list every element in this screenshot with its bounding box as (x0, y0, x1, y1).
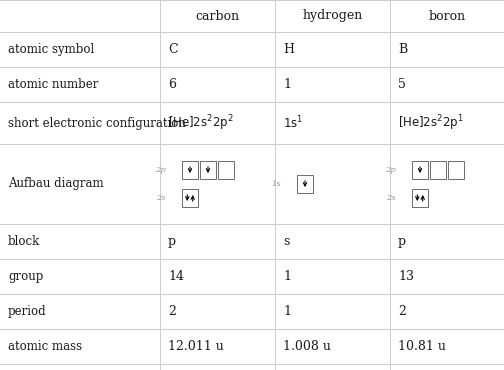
Text: Aufbau diagram: Aufbau diagram (8, 178, 104, 191)
Text: 2: 2 (398, 305, 406, 318)
Text: 6: 6 (168, 78, 176, 91)
Text: 1: 1 (283, 305, 291, 318)
Text: boron: boron (428, 10, 466, 23)
Text: group: group (8, 270, 43, 283)
Text: 1: 1 (283, 78, 291, 91)
Text: s: s (283, 235, 289, 248)
Bar (297, 175, 313, 193)
Text: B: B (398, 43, 407, 56)
Text: 10.81 u: 10.81 u (398, 340, 446, 353)
Text: 2p: 2p (385, 166, 396, 174)
Text: 14: 14 (168, 270, 184, 283)
Text: $\mathregular{1s^{1}}$: $\mathregular{1s^{1}}$ (283, 115, 303, 131)
Text: short electronic configuration: short electronic configuration (8, 117, 186, 130)
Text: 1s: 1s (271, 180, 281, 188)
Bar (430, 161, 446, 179)
Text: period: period (8, 305, 47, 318)
Text: block: block (8, 235, 40, 248)
Bar (182, 189, 198, 207)
Bar (412, 161, 428, 179)
Text: 1: 1 (283, 270, 291, 283)
Text: 2s: 2s (387, 194, 396, 202)
Bar (412, 189, 428, 207)
Text: $\mathregular{[He]2s^{2}2p^{1}}$: $\mathregular{[He]2s^{2}2p^{1}}$ (398, 113, 464, 133)
Text: 13: 13 (398, 270, 414, 283)
Text: $\mathregular{[He]2s^{2}2p^{2}}$: $\mathregular{[He]2s^{2}2p^{2}}$ (168, 113, 234, 133)
Text: 2p: 2p (155, 166, 166, 174)
Bar (200, 161, 216, 179)
Bar (218, 161, 234, 179)
Text: 5: 5 (398, 78, 406, 91)
Text: hydrogen: hydrogen (302, 10, 362, 23)
Text: 12.011 u: 12.011 u (168, 340, 224, 353)
Bar (182, 161, 198, 179)
Text: p: p (398, 235, 406, 248)
Bar (448, 161, 464, 179)
Text: C: C (168, 43, 177, 56)
Text: atomic mass: atomic mass (8, 340, 82, 353)
Text: 2: 2 (168, 305, 176, 318)
Text: atomic number: atomic number (8, 78, 98, 91)
Text: 2s: 2s (156, 194, 166, 202)
Text: H: H (283, 43, 294, 56)
Text: carbon: carbon (196, 10, 239, 23)
Text: atomic symbol: atomic symbol (8, 43, 94, 56)
Text: p: p (168, 235, 176, 248)
Text: 1.008 u: 1.008 u (283, 340, 331, 353)
